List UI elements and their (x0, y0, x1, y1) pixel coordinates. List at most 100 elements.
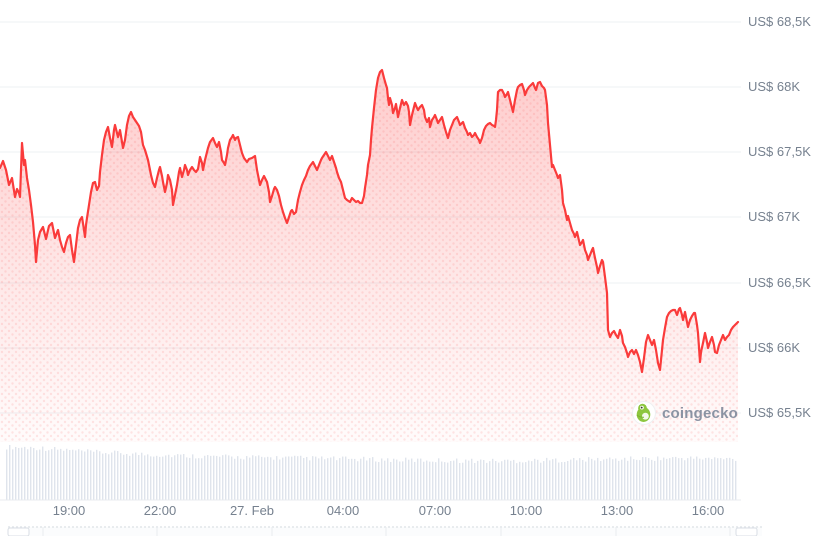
area-dot-pattern (0, 70, 738, 442)
volume-bar (204, 455, 206, 500)
volume-bar (114, 450, 116, 500)
volume-bar (186, 457, 188, 500)
volume-bar (246, 456, 248, 500)
volume-bar (561, 462, 563, 500)
volume-bar (624, 457, 626, 500)
volume-bar (510, 460, 512, 500)
x-axis-label: 27. Feb (229, 503, 275, 518)
volume-bar (693, 458, 695, 500)
range-navigator[interactable] (7, 526, 762, 536)
volume-bar (324, 459, 326, 500)
volume-bar (732, 458, 734, 500)
volume-bar (84, 451, 86, 500)
volume-bar (354, 458, 356, 500)
volume-bar (657, 456, 659, 500)
volume-bar (279, 459, 281, 500)
volume-bar (270, 457, 272, 500)
volume-bar (609, 457, 611, 500)
volume-bar (633, 459, 635, 500)
volume-bar (273, 459, 275, 500)
x-axis-label: 16:00 (691, 503, 725, 518)
volume-bar (96, 449, 98, 500)
volume-bar (432, 461, 434, 500)
volume-bar (351, 458, 353, 500)
volume-bar (471, 458, 473, 500)
volume-bar (669, 458, 671, 500)
volume-bar (306, 456, 308, 500)
volume-bar (714, 457, 716, 500)
volume-bar (60, 448, 62, 500)
volume-bar (678, 458, 680, 500)
volume-bar (333, 456, 335, 500)
volume-bar (621, 459, 623, 500)
volume-bar (231, 456, 233, 500)
volume-bar (573, 457, 575, 500)
volume-bar (642, 457, 644, 500)
volume-bar (51, 449, 53, 500)
volume-bar (435, 462, 437, 500)
volume-bar (372, 457, 374, 500)
volume-bar (495, 461, 497, 500)
volume-bar (321, 456, 323, 500)
volume-bar (342, 456, 344, 500)
volume-bar (711, 459, 713, 500)
volume-bar (417, 458, 419, 500)
volume-bar (690, 456, 692, 500)
volume-bar (447, 462, 449, 500)
x-axis-label: 10:00 (509, 503, 543, 518)
volume-bar (525, 462, 527, 500)
volume-bar (735, 460, 737, 500)
volume-bar (237, 456, 239, 500)
volume-bar (216, 455, 218, 500)
volume-bar (27, 449, 29, 500)
volume-bar (579, 458, 581, 500)
volume-bar (708, 457, 710, 500)
volume-bar (627, 460, 629, 500)
x-axis-label: 22:00 (143, 503, 177, 518)
volume-bar (723, 459, 725, 500)
volume-bar (45, 450, 47, 500)
volume-bar (558, 462, 560, 500)
volume-bar (453, 460, 455, 500)
volume-bar (252, 455, 254, 500)
volume-bar (315, 456, 317, 500)
volume-bar (630, 456, 632, 500)
navigator-right-handle[interactable] (735, 527, 758, 536)
volume-bar (531, 461, 533, 500)
volume-bar (600, 461, 602, 500)
volume-bar (201, 458, 203, 500)
volume-bar (387, 458, 389, 500)
volume-bar (660, 460, 662, 500)
volume-bar (498, 462, 500, 500)
volume-bar (123, 454, 125, 500)
volume-bar (69, 450, 71, 500)
volume-bar (675, 456, 677, 500)
volume-bar (171, 457, 173, 500)
volume-bar (48, 450, 50, 500)
volume-bar (594, 460, 596, 500)
coingecko-logo-icon (632, 401, 656, 425)
volume-bar (375, 461, 377, 500)
y-axis-label: US$ 66K (748, 340, 801, 355)
volume-bar (564, 461, 566, 500)
volume-bar (192, 454, 194, 500)
volume-bar (234, 458, 236, 500)
volume-bar (423, 461, 425, 500)
volume-bar (243, 459, 245, 500)
volume-bar (180, 454, 182, 500)
volume-bar (408, 459, 410, 500)
volume-bar (72, 449, 74, 500)
volume-bar (132, 453, 134, 500)
navigator-left-handle[interactable] (7, 527, 30, 536)
volume-bar (213, 455, 215, 500)
volume-bar (684, 460, 686, 500)
y-axis-label: US$ 68,5K (748, 14, 811, 29)
volume-bar (210, 455, 212, 500)
volume-bar (15, 446, 17, 500)
x-axis-label: 19:00 (52, 503, 86, 518)
navigator-track[interactable] (8, 527, 762, 536)
volume-bar (456, 458, 458, 500)
volume-bar (699, 458, 701, 500)
volume-bar (426, 460, 428, 500)
